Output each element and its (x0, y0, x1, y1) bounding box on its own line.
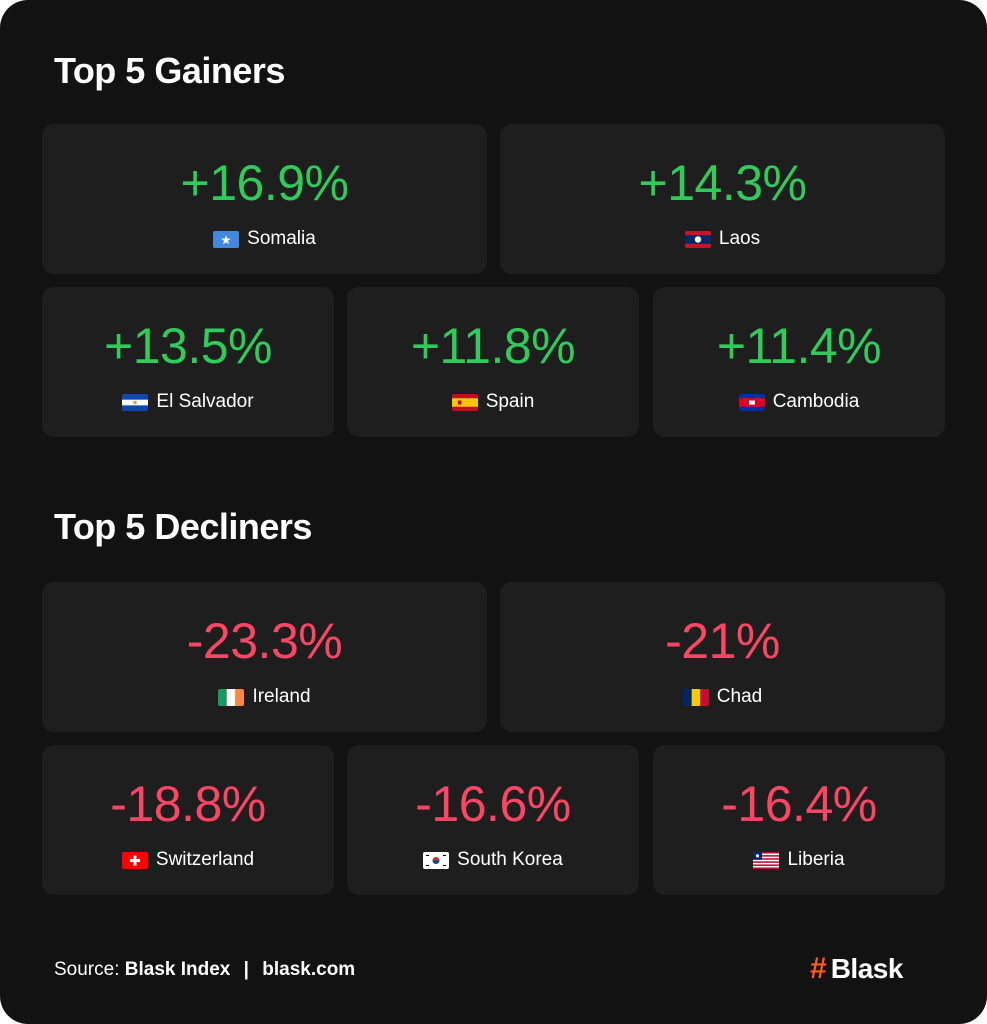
gainer-country: Somalia (213, 228, 316, 250)
spain-flag-icon (451, 393, 478, 411)
decliner-card-liberia: -16.4% Liberia (653, 745, 945, 895)
source-separator: | (243, 959, 249, 980)
gainer-country: El Salvador (122, 391, 254, 413)
country-name: Switzerland (155, 849, 255, 870)
decliner-value: -18.8% (110, 776, 266, 832)
decliner-value: -16.6% (415, 776, 571, 832)
ireland-flag-icon (218, 688, 245, 706)
cambodia-flag-icon (738, 393, 765, 411)
switzerland-flag-icon (121, 851, 148, 869)
laos-flag-icon (684, 230, 711, 248)
decliner-value: -21% (665, 613, 780, 669)
south-korea-flag-icon (423, 851, 450, 869)
gainer-card-laos: +14.3% Laos (500, 124, 945, 274)
country-name: Ireland (252, 686, 311, 707)
country-name: Chad (716, 686, 763, 707)
gainer-country: Cambodia (738, 391, 860, 413)
decliner-country: Switzerland (121, 849, 255, 871)
logo-wordmark: Blask (830, 953, 904, 984)
chad-flag-icon (682, 688, 709, 706)
gainer-value: +13.5% (104, 318, 272, 374)
el-salvador-flag-icon (122, 393, 149, 411)
gainer-value: +11.4% (716, 318, 882, 374)
decliner-card-chad: -21% Chad (500, 582, 945, 732)
gainer-value: +16.9% (180, 155, 349, 211)
gainer-value: +14.3% (638, 155, 807, 211)
country-name: Spain (485, 391, 535, 412)
gainer-value: +11.8% (410, 318, 576, 374)
source-name: Blask Index (124, 959, 231, 980)
source-credit: Source: Blask Index | blask.com (54, 958, 355, 982)
country-name: Laos (718, 228, 761, 249)
source-label: Source: (54, 959, 120, 980)
gainers-title: Top 5 Gainers (54, 50, 285, 91)
source-url: blask.com (262, 959, 356, 980)
decliner-country: Liberia (753, 849, 845, 871)
somalia-flag-icon (213, 230, 240, 248)
decliner-country: Ireland (218, 686, 311, 708)
decliners-title: Top 5 Decliners (54, 506, 312, 547)
decliner-country: Chad (682, 686, 763, 708)
country-name: South Korea (457, 849, 563, 870)
country-name: Liberia (787, 849, 845, 870)
hash-icon: # (810, 952, 827, 985)
decliner-country: South Korea (423, 849, 563, 871)
gainer-country: Spain (451, 391, 535, 413)
liberia-flag-icon (753, 851, 780, 869)
gainer-card-somalia: +16.9% Somalia (42, 124, 487, 274)
gainer-country: Laos (684, 228, 761, 250)
decliner-card-ireland: -23.3% Ireland (42, 582, 487, 732)
country-name: Somalia (247, 228, 316, 249)
gainer-card-cambodia: +11.4% Cambodia (653, 287, 945, 437)
country-name: El Salvador (156, 391, 254, 412)
decliner-value: -23.3% (186, 613, 343, 669)
decliner-card-switzerland: -18.8% Switzerland (42, 745, 334, 895)
decliner-value: -16.4% (721, 776, 877, 832)
decliner-card-south-korea: -16.6% South Korea (347, 745, 639, 895)
gainer-card-el-salvador: +13.5% El Salvador (42, 287, 334, 437)
country-name: Cambodia (772, 391, 860, 412)
gainer-card-spain: +11.8% Spain (347, 287, 639, 437)
blask-logo: # Blask (810, 953, 903, 985)
